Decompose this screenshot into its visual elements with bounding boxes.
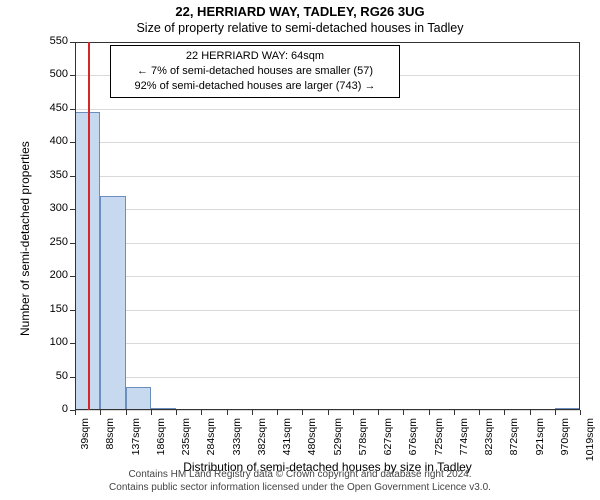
chart-title: 22, HERRIARD WAY, TADLEY, RG26 3UG: [0, 4, 600, 19]
x-tick-label: 186sqm: [155, 418, 167, 478]
y-tick-label: 0: [40, 403, 68, 415]
x-tick-label: 39sqm: [79, 418, 91, 478]
histogram-bar: [126, 387, 151, 410]
chart-subtitle: Size of property relative to semi-detach…: [0, 21, 600, 35]
x-tick: [75, 410, 76, 415]
y-tick-label: 450: [40, 102, 68, 114]
x-tick-label: 627sqm: [382, 418, 394, 478]
y-tick-label: 200: [40, 269, 68, 281]
x-tick-label: 529sqm: [332, 418, 344, 478]
x-tick: [277, 410, 278, 415]
x-tick: [201, 410, 202, 415]
x-tick-label: 284sqm: [205, 418, 217, 478]
axis-line: [75, 42, 580, 43]
grid-line: [75, 209, 580, 210]
y-tick-label: 500: [40, 68, 68, 80]
grid-line: [75, 176, 580, 177]
y-tick-label: 350: [40, 169, 68, 181]
x-tick-label: 235sqm: [180, 418, 192, 478]
x-tick-label: 382sqm: [256, 418, 268, 478]
x-tick: [176, 410, 177, 415]
x-tick: [504, 410, 505, 415]
x-tick: [403, 410, 404, 415]
x-tick: [252, 410, 253, 415]
y-axis-label: Number of semi-detached properties: [18, 141, 32, 336]
y-tick-label: 400: [40, 135, 68, 147]
y-tick-label: 300: [40, 202, 68, 214]
x-tick: [126, 410, 127, 415]
x-tick: [580, 410, 581, 415]
y-tick: [70, 75, 75, 76]
grid-line: [75, 109, 580, 110]
grid-line: [75, 377, 580, 378]
x-tick-label: 970sqm: [559, 418, 571, 478]
x-tick: [151, 410, 152, 415]
x-tick: [454, 410, 455, 415]
axis-line: [75, 42, 76, 410]
x-tick: [227, 410, 228, 415]
infobox-line3: 92% of semi-detached houses are larger (…: [119, 79, 391, 94]
x-tick-label: 88sqm: [104, 418, 116, 478]
x-tick: [555, 410, 556, 415]
x-tick: [328, 410, 329, 415]
grid-line: [75, 243, 580, 244]
x-tick: [100, 410, 101, 415]
x-tick-label: 725sqm: [433, 418, 445, 478]
y-tick: [70, 343, 75, 344]
y-tick: [70, 243, 75, 244]
x-tick: [530, 410, 531, 415]
y-tick: [70, 310, 75, 311]
x-tick-label: 578sqm: [357, 418, 369, 478]
x-tick: [479, 410, 480, 415]
x-tick: [353, 410, 354, 415]
y-tick: [70, 209, 75, 210]
footer-line2: Contains public sector information licen…: [0, 482, 600, 495]
property-size-chart: 22, HERRIARD WAY, TADLEY, RG26 3UG Size …: [0, 0, 600, 500]
y-tick-label: 50: [40, 370, 68, 382]
histogram-bar: [100, 196, 125, 410]
grid-line: [75, 343, 580, 344]
axis-line: [579, 42, 580, 410]
grid-line: [75, 142, 580, 143]
x-tick: [378, 410, 379, 415]
y-tick-label: 550: [40, 35, 68, 47]
y-tick: [70, 176, 75, 177]
infobox-line2: ← 7% of semi-detached houses are smaller…: [119, 64, 391, 79]
x-tick-label: 823sqm: [483, 418, 495, 478]
y-tick: [70, 42, 75, 43]
y-tick-label: 250: [40, 236, 68, 248]
y-tick-label: 100: [40, 336, 68, 348]
y-tick: [70, 109, 75, 110]
x-tick-label: 921sqm: [534, 418, 546, 478]
x-tick-label: 676sqm: [407, 418, 419, 478]
infobox-line1: 22 HERRIARD WAY: 64sqm: [119, 49, 391, 64]
x-tick-label: 480sqm: [306, 418, 318, 478]
grid-line: [75, 276, 580, 277]
property-infobox: 22 HERRIARD WAY: 64sqm ← 7% of semi-deta…: [110, 45, 400, 98]
y-tick-label: 150: [40, 303, 68, 315]
x-tick: [429, 410, 430, 415]
x-tick-label: 774sqm: [458, 418, 470, 478]
x-tick: [302, 410, 303, 415]
x-tick-label: 1019sqm: [584, 418, 596, 478]
y-tick: [70, 276, 75, 277]
x-tick-label: 872sqm: [508, 418, 520, 478]
x-tick-label: 333sqm: [231, 418, 243, 478]
grid-line: [75, 310, 580, 311]
x-tick-label: 137sqm: [130, 418, 142, 478]
x-tick-label: 431sqm: [281, 418, 293, 478]
y-tick: [70, 142, 75, 143]
property-marker-line: [88, 42, 90, 410]
y-tick: [70, 377, 75, 378]
